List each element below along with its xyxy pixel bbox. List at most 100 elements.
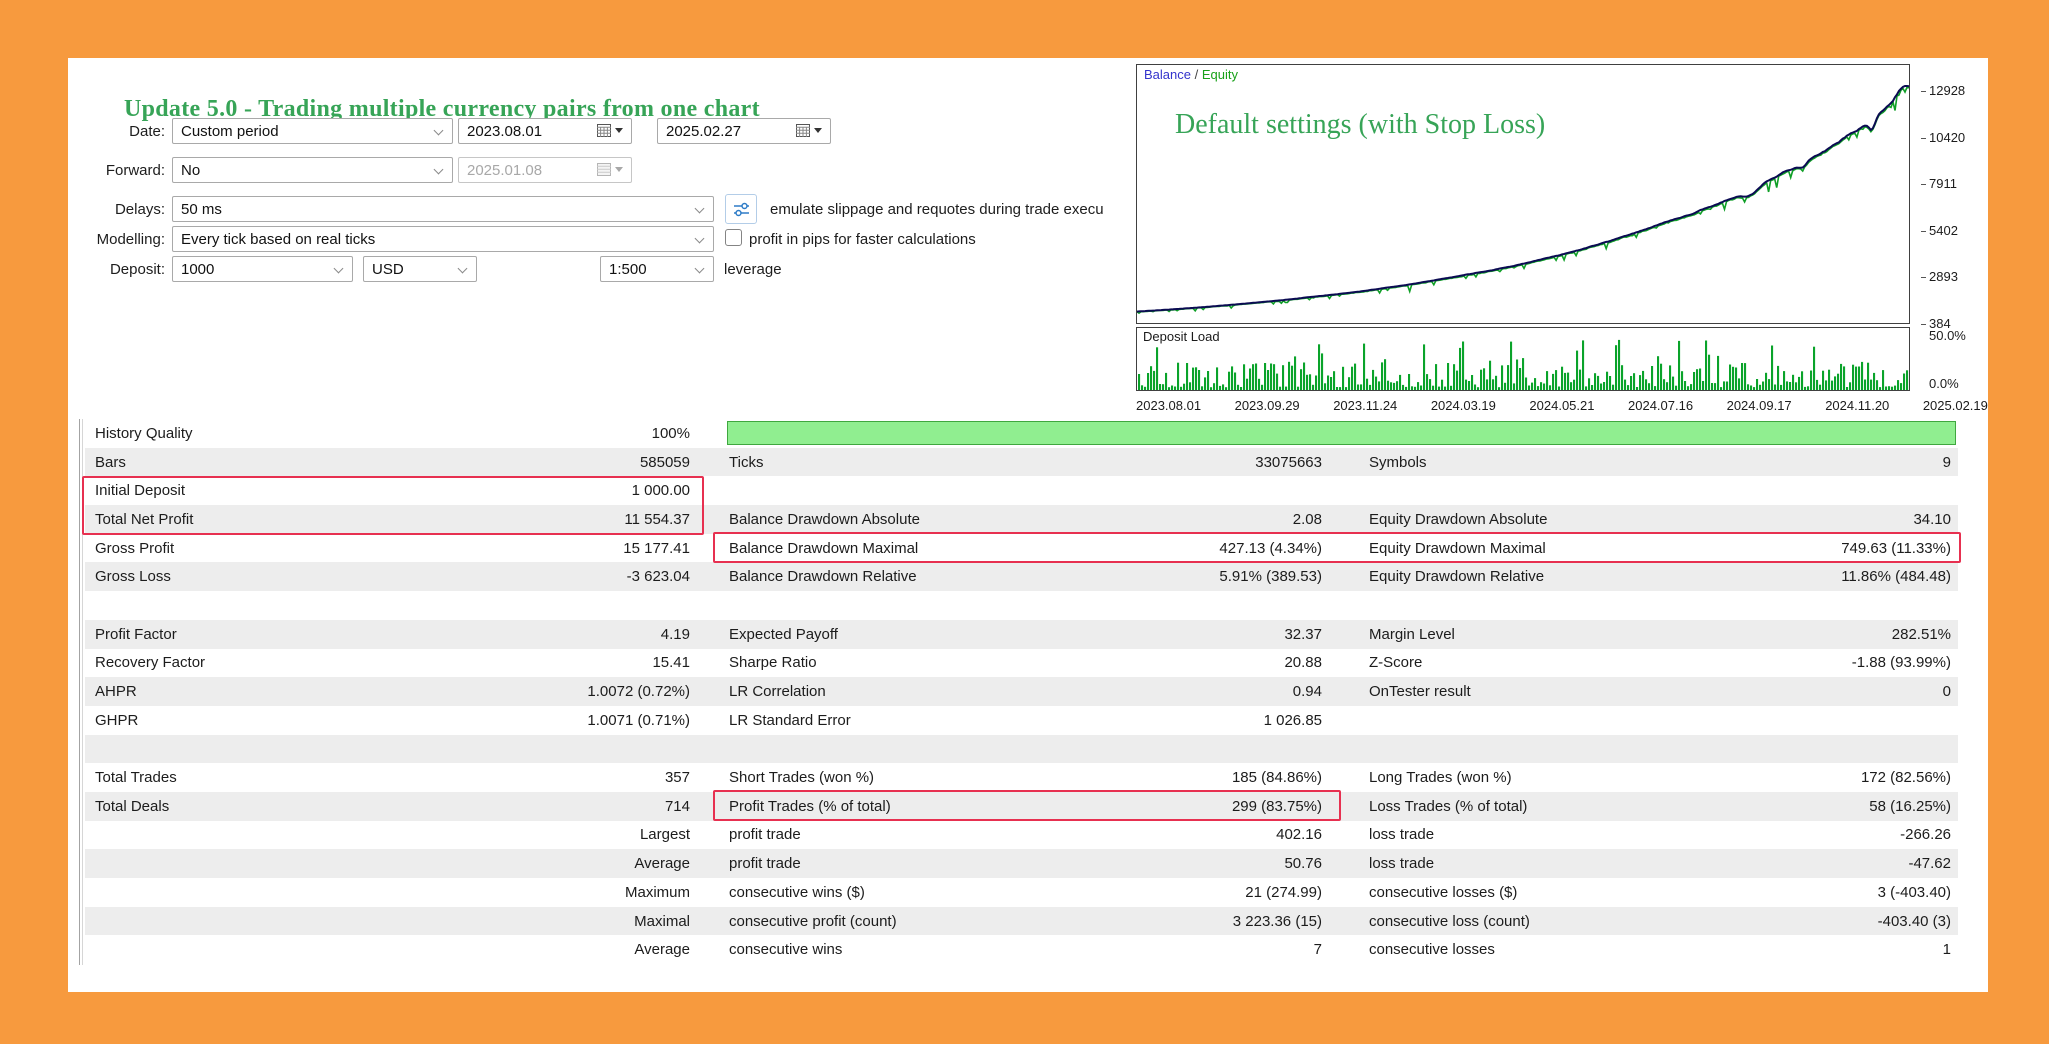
stat-value: 3 (-403.40) [1779, 884, 1958, 901]
table-row: Maximal consecutive profit (count)3 223.3… [85, 907, 1958, 936]
stat-label: consecutive profit (count) [719, 913, 1149, 930]
stat-label: Profit Factor [85, 626, 525, 643]
deposit-load-chart [1137, 328, 1909, 390]
chevron-down-icon [458, 264, 468, 274]
stat-value: -403.40 (3) [1779, 913, 1958, 930]
modelling-label: Modelling: [68, 231, 165, 248]
stat-label: consecutive wins ($) [719, 884, 1149, 901]
stat-value: 402.16 [1149, 826, 1329, 843]
forward-row: Forward: No 2025.01.08 [68, 157, 1138, 185]
stat-value: 282.51% [1779, 626, 1958, 643]
stat-label: Balance Drawdown Absolute [719, 511, 1149, 528]
deposit-currency-select[interactable]: USD [363, 256, 477, 282]
table-row: Total Trades357Short Trades (won %)185 (… [85, 763, 1958, 792]
execution-settings-button[interactable] [725, 194, 757, 224]
stat-label: Balance Drawdown Relative [719, 568, 1149, 585]
deposit-load-box [1136, 327, 1910, 391]
date-row: Date: Custom period 2023.08.01 2025.02.2… [68, 118, 1138, 146]
profit-in-pips-checkbox[interactable] [725, 229, 742, 246]
x-axis-tick-label: 2024.03.19 [1431, 398, 1496, 413]
leverage-select[interactable]: 1:500 [600, 256, 714, 282]
table-row: Gross Profit15 177.41Balance Drawdown Ma… [85, 534, 1958, 563]
stat-label: Total Trades [85, 769, 525, 786]
date-label: Date: [68, 123, 165, 140]
table-row: Averageconsecutive wins7consecutive loss… [85, 935, 1958, 964]
stat-label: AHPR [85, 683, 525, 700]
profit-in-pips-label: profit in pips for faster calculations [749, 231, 976, 248]
date-from-input[interactable]: 2023.08.01 [458, 118, 632, 144]
stat-label: profit trade [719, 826, 1149, 843]
stat-value: 3 223.36 (15) [1149, 913, 1329, 930]
date-period-select[interactable]: Custom period [172, 118, 453, 144]
stat-value: 50.76 [1149, 855, 1329, 872]
legend-balance-label: Balance [1144, 67, 1191, 82]
forward-value: No [181, 162, 200, 179]
stat-value: Average [525, 855, 697, 872]
stat-value: 0 [1779, 683, 1958, 700]
chevron-down-icon [695, 204, 705, 214]
chart-overlay-caption: Default settings (with Stop Loss) [1175, 109, 1545, 141]
y-axis-tick-label: 12928 [1929, 83, 1965, 98]
stat-label: loss trade [1359, 855, 1779, 872]
forward-select[interactable]: No [172, 157, 453, 183]
stat-label: Balance Drawdown Maximal [719, 540, 1149, 557]
modelling-select[interactable]: Every tick based on real ticks [172, 226, 714, 252]
date-to-input[interactable]: 2025.02.27 [657, 118, 831, 144]
forward-label: Forward: [68, 162, 165, 179]
table-row: History Quality100% [85, 419, 1958, 448]
stat-label: Equity Drawdown Maximal [1359, 540, 1779, 557]
table-row: Bars585059Ticks33075663Symbols9 [85, 448, 1958, 477]
chart-legend: Balance / Equity [1144, 67, 1238, 82]
balance-chart-box: Balance / Equity Default settings (with … [1136, 64, 1910, 324]
y-axis-tick-label: 5402 [1929, 223, 1958, 238]
stat-value: 749.63 (11.33%) [1779, 540, 1958, 557]
y-axis-labels: 1292810420791154022893384 [1920, 64, 1988, 404]
stat-label: GHPR [85, 712, 525, 729]
stat-label: Margin Level [1359, 626, 1779, 643]
stat-value: Maximum [525, 884, 697, 901]
stat-value: 1 [1779, 941, 1958, 958]
table-row: Initial Deposit1 000.00 [85, 476, 1958, 505]
stat-label: Z-Score [1359, 654, 1779, 671]
x-axis-tick-label: 2024.05.21 [1529, 398, 1594, 413]
stat-label: Expected Payoff [719, 626, 1149, 643]
stat-value: 34.10 [1779, 511, 1958, 528]
stats-table: History Quality100%Bars585059Ticks330756… [85, 419, 1958, 964]
table-row: Recovery Factor15.41Sharpe Ratio20.88Z-S… [85, 649, 1958, 678]
stat-value: 1 026.85 [1149, 712, 1329, 729]
x-axis-tick-label: 2023.09.29 [1235, 398, 1300, 413]
sliders-icon [732, 200, 751, 219]
table-edge-line [79, 419, 83, 965]
stat-value: 427.13 (4.34%) [1149, 540, 1329, 557]
stat-value: 7 [1149, 941, 1329, 958]
y-axis-tick-label: 7911 [1929, 176, 1957, 191]
stat-value: 33075663 [1149, 454, 1329, 471]
deposit-amount-select[interactable]: 1000 [172, 256, 353, 282]
stat-value: Maximal [525, 913, 697, 930]
deposit-row: Deposit: 1000 USD 1:500 leverage [68, 256, 1138, 284]
stat-label: Ticks [719, 454, 1149, 471]
stat-label: profit trade [719, 855, 1149, 872]
stat-value: 585059 [525, 454, 697, 471]
stat-value: 1.0071 (0.71%) [525, 712, 697, 729]
calendar-icon [796, 124, 810, 137]
deposit-load-label: Deposit Load [1143, 329, 1220, 344]
stat-value: 21 (274.99) [1149, 884, 1329, 901]
chevron-down-icon [434, 165, 444, 175]
load-axis-max-label: 50.0% [1929, 328, 1966, 343]
delays-select[interactable]: 50 ms [172, 196, 714, 222]
stat-label: Long Trades (won %) [1359, 769, 1779, 786]
history-quality-bar-cell [719, 419, 1958, 448]
stat-label: Recovery Factor [85, 654, 525, 671]
x-axis-tick-label: 2024.09.17 [1727, 398, 1792, 413]
table-row: Total Deals714Profit Trades (% of total)… [85, 792, 1958, 821]
dropdown-arrow-icon [615, 128, 623, 133]
chevron-down-icon [695, 234, 705, 244]
stat-label: loss trade [1359, 826, 1779, 843]
balance-chart [1137, 65, 1909, 323]
stat-label: OnTester result [1359, 683, 1779, 700]
stat-value: 357 [525, 769, 697, 786]
delays-label: Delays: [68, 201, 165, 218]
stat-label: consecutive loss (count) [1359, 913, 1779, 930]
stat-label: Sharpe Ratio [719, 654, 1149, 671]
